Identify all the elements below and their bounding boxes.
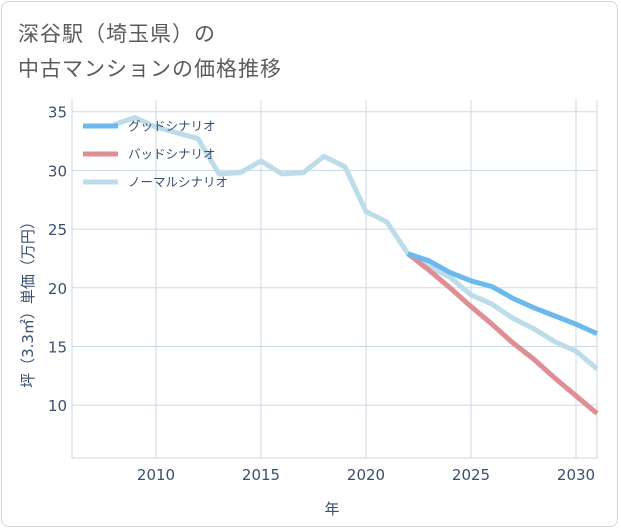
y-tick-label: 20 <box>48 280 67 298</box>
chart-title-line1: 深谷駅（埼玉県）の <box>18 22 216 46</box>
legend-label-normal: ノーマルシナリオ <box>128 175 228 190</box>
chart-title: 深谷駅（埼玉県）の 中古マンションの価格推移 <box>18 17 282 87</box>
x-tick-label: 2025 <box>452 466 490 484</box>
x-tick-label: 2020 <box>347 466 385 484</box>
series-line-good <box>407 251 599 336</box>
chart-series <box>113 115 599 416</box>
series-line-normal <box>113 115 599 371</box>
y-tick-label: 35 <box>48 104 67 122</box>
series-line-bad <box>406 251 599 416</box>
legend-label-good: グッドシナリオ <box>128 119 216 134</box>
x-axis-label: 年 <box>324 500 339 518</box>
y-axis-label: 坪（3.3㎡）単価（万円） <box>19 214 37 388</box>
chart-title-line2: 中古マンションの価格推移 <box>18 57 282 81</box>
legend-label-bad: バッドシナリオ <box>128 147 216 162</box>
y-tick-label: 30 <box>48 162 67 180</box>
x-tick-label: 2030 <box>557 466 595 484</box>
y-tick-label: 10 <box>48 397 67 415</box>
x-tick-label: 2015 <box>242 466 280 484</box>
y-tick-label: 15 <box>48 338 67 356</box>
y-tick-label: 25 <box>48 221 67 239</box>
x-tick-label: 2010 <box>137 466 175 484</box>
